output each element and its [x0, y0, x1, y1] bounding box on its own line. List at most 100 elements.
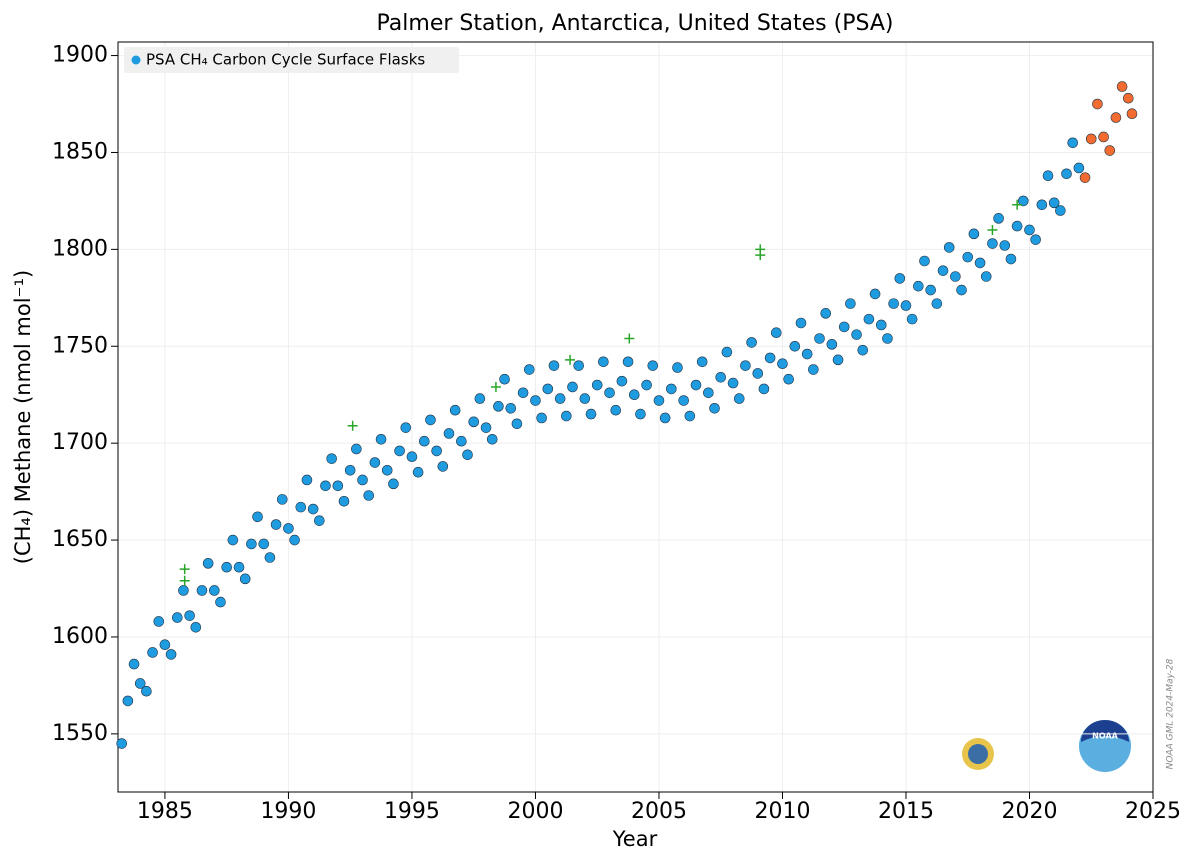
- data-point: [666, 383, 677, 395]
- data-point: [381, 464, 393, 476]
- data-point: [326, 453, 337, 464]
- y-tick-label: 1750: [52, 333, 108, 358]
- data-point: [1104, 145, 1116, 156]
- data-point: [184, 610, 195, 621]
- data-point: [499, 373, 510, 385]
- nsf-logo: [962, 738, 994, 770]
- data-point: [347, 420, 358, 431]
- data-point: [301, 474, 313, 486]
- data-point: [511, 418, 523, 430]
- data-point: [179, 564, 190, 575]
- data-point: [536, 412, 547, 424]
- data-point: [919, 255, 930, 267]
- data-point: [425, 414, 436, 426]
- data-point: [591, 379, 603, 391]
- legend-marker: [131, 55, 141, 65]
- data-point: [906, 313, 918, 325]
- data-point: [567, 381, 578, 393]
- data-point: [1110, 112, 1122, 123]
- data-point: [1092, 98, 1103, 110]
- data-point: [276, 494, 288, 505]
- data-point: [709, 402, 720, 414]
- data-point: [505, 402, 517, 414]
- data-point: [375, 433, 387, 445]
- plot-frame: [117, 41, 1154, 793]
- data-point: [752, 368, 764, 379]
- data-point: [727, 377, 739, 389]
- data-point: [863, 313, 875, 325]
- data-point: [554, 393, 566, 404]
- data-point: [814, 333, 825, 344]
- data-point: [826, 339, 838, 350]
- data-point: [999, 240, 1011, 251]
- noaa-logo: NOAA: [1079, 720, 1131, 772]
- data-point: [209, 585, 220, 596]
- data-point: [394, 445, 405, 457]
- data-point: [147, 647, 158, 658]
- data-point: [838, 321, 850, 333]
- data-point: [523, 364, 535, 375]
- y-tick-label: 1600: [52, 624, 108, 649]
- data-point: [653, 395, 665, 406]
- data-point: [171, 612, 183, 623]
- data-point: [289, 534, 300, 546]
- data-point: [165, 649, 177, 660]
- x-tick-label: 2020: [1001, 799, 1057, 824]
- data-point: [412, 466, 424, 478]
- data-point: [801, 348, 813, 360]
- data-point: [1073, 162, 1085, 174]
- data-point: [202, 558, 214, 569]
- data-point: [851, 329, 862, 340]
- data-point: [1005, 253, 1017, 265]
- data-point: [913, 280, 924, 292]
- data-point: [755, 250, 766, 261]
- data-point: [641, 379, 652, 391]
- data-point: [1012, 199, 1023, 210]
- logo-arc: [1081, 720, 1129, 742]
- data-point: [931, 298, 943, 309]
- data-point: [134, 678, 146, 689]
- data-point: [740, 360, 751, 371]
- data-point: [565, 354, 576, 365]
- data-point: [314, 515, 325, 526]
- data-point: [1036, 199, 1048, 211]
- x-tick-label: 2010: [754, 799, 810, 824]
- y-tick-label: 1700: [52, 430, 108, 455]
- data-point: [721, 346, 733, 358]
- data-point: [845, 298, 856, 309]
- data-point: [178, 585, 189, 596]
- logo-text: NOAA: [1092, 732, 1118, 741]
- data-point: [789, 340, 801, 352]
- data-point: [696, 356, 708, 368]
- data-point: [480, 422, 492, 433]
- data-point: [1042, 170, 1054, 182]
- data-point: [943, 242, 955, 253]
- data-point: [332, 480, 344, 492]
- data-point: [221, 561, 232, 573]
- data-point: [437, 461, 449, 472]
- data-point: [462, 449, 473, 461]
- data-point: [357, 474, 368, 486]
- data-point: [128, 658, 140, 670]
- data-point: [733, 393, 745, 404]
- data-point: [764, 352, 776, 364]
- data-point: [1024, 224, 1035, 236]
- data-point: [1030, 234, 1041, 245]
- data-point: [227, 534, 239, 546]
- data-point: [406, 451, 418, 463]
- data-point: [239, 573, 251, 585]
- data-point: [585, 408, 597, 420]
- data-point: [548, 360, 560, 371]
- data-point: [604, 387, 615, 399]
- data-point: [875, 319, 887, 331]
- data-point: [956, 284, 967, 296]
- data-point: [703, 387, 714, 399]
- data-point: [987, 224, 998, 235]
- data-point: [610, 404, 622, 416]
- data-point: [1079, 172, 1091, 183]
- data-point: [179, 575, 190, 586]
- y-tick-label: 1550: [52, 721, 108, 746]
- data-point: [980, 271, 992, 282]
